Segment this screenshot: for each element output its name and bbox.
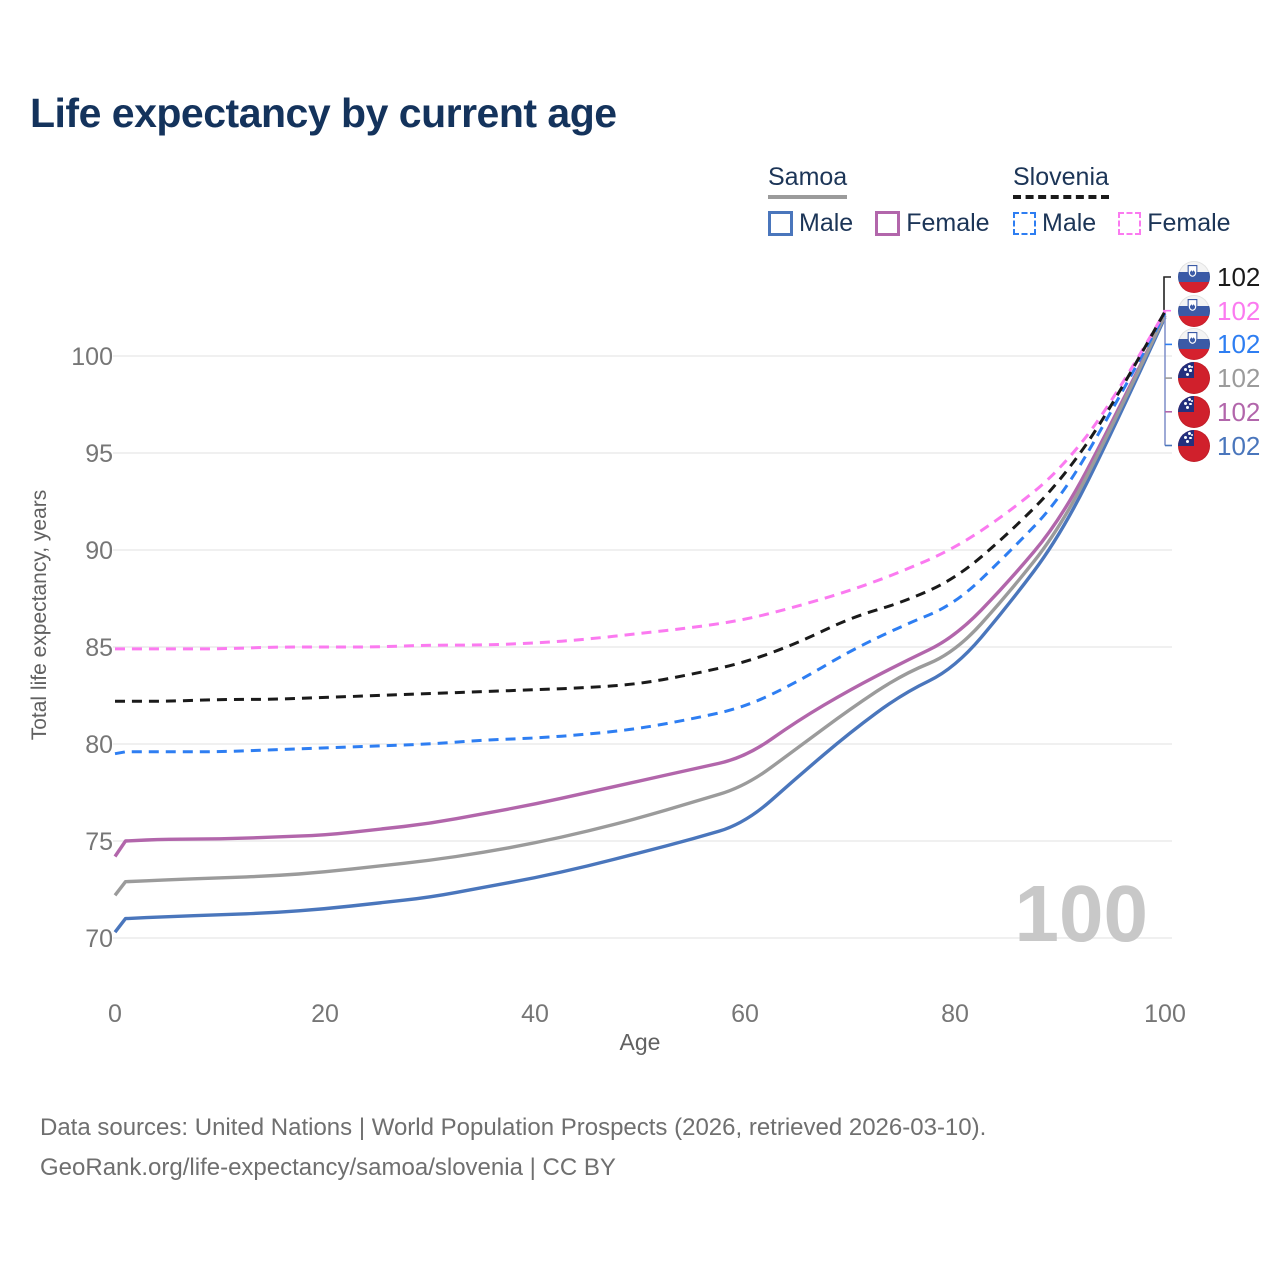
series-line-samoa-male[interactable] xyxy=(113,316,1167,934)
legend-swatch-slovenia-female[interactable] xyxy=(1118,212,1142,235)
x-tick-label: 60 xyxy=(731,1000,759,1028)
legend-group-samoa-title[interactable]: Samoa xyxy=(768,163,848,199)
y-tick-label: 95 xyxy=(85,440,113,468)
endpoint-label-row-slovenia: 102 xyxy=(1178,328,1261,361)
endpoint-value: 102 xyxy=(1217,329,1261,360)
endpoint-label-row-samoa: 102 xyxy=(1178,362,1261,395)
legend-label-samoa-female[interactable]: Female xyxy=(906,209,990,237)
series-line-slovenia-male[interactable] xyxy=(114,312,1167,756)
legend-items-samoa: Male Female xyxy=(768,209,1012,238)
slovenia-flag-icon xyxy=(1178,294,1210,327)
x-tick-label: 20 xyxy=(311,1000,339,1028)
endpoint-value: 102 xyxy=(1217,430,1261,461)
y-tick-label: 90 xyxy=(85,537,113,565)
legend-swatch-samoa-female[interactable] xyxy=(875,211,901,236)
endpoint-label-row-samoa: 102 xyxy=(1178,395,1261,428)
series-line-samoa-female[interactable] xyxy=(113,314,1167,858)
y-tick-label: 70 xyxy=(85,925,113,953)
footer-data-sources: Data sources: United Nations | World Pop… xyxy=(40,1114,987,1141)
y-tick-label: 80 xyxy=(85,731,113,759)
legend-label-slovenia-female[interactable]: Female xyxy=(1147,209,1231,237)
page-title: Life expectancy by current age xyxy=(30,90,617,136)
age-watermark: 100 xyxy=(1015,869,1148,958)
y-tick-label: 100 xyxy=(71,343,113,371)
endpoint-label-row-slovenia: 102 xyxy=(1178,261,1260,293)
legend-items-slovenia: Male Female xyxy=(1013,209,1253,238)
series-line-samoa-total[interactable] xyxy=(113,314,1167,897)
endpoint-value: 102 xyxy=(1217,295,1261,326)
endpoint-value: 102 xyxy=(1217,262,1261,292)
legend: Samoa Male Female Slovenia Male Female xyxy=(0,163,1280,238)
endpoint-value: 102 xyxy=(1217,396,1261,427)
samoa-flag-icon xyxy=(1178,395,1210,428)
x-tick-label: 100 xyxy=(1144,1000,1186,1028)
samoa-flag-icon xyxy=(1178,429,1210,462)
x-axis-title: Age xyxy=(620,1029,661,1055)
legend-swatch-slovenia-male[interactable] xyxy=(1013,212,1036,235)
endpoint-value: 102 xyxy=(1217,363,1261,394)
samoa-flag-icon xyxy=(1178,362,1210,395)
endpoint-label-row-slovenia: 102 xyxy=(1178,294,1261,327)
legend-group-slovenia: Slovenia Male Female xyxy=(1013,163,1253,238)
legend-label-samoa-male[interactable]: Male xyxy=(799,209,854,237)
leader-line xyxy=(1163,276,1171,311)
series-line-slovenia-female[interactable] xyxy=(115,310,1167,651)
x-tick-label: 80 xyxy=(941,1000,969,1028)
slovenia-flag-icon xyxy=(1178,328,1210,361)
y-tick-label: 85 xyxy=(85,634,113,662)
y-axis-title: Total life expectancy, years xyxy=(28,490,51,741)
footer-attribution: GeoRank.org/life-expectancy/samoa/sloven… xyxy=(40,1154,616,1181)
x-tick-label: 40 xyxy=(521,1000,549,1028)
endpoint-label-row-samoa: 102 xyxy=(1178,429,1261,462)
legend-group-slovenia-title[interactable]: Slovenia xyxy=(1013,163,1109,199)
y-tick-label: 75 xyxy=(85,828,113,856)
legend-group-samoa: Samoa Male Female xyxy=(768,163,1012,238)
series-line-slovenia-total[interactable] xyxy=(115,310,1167,703)
legend-swatch-samoa-male[interactable] xyxy=(768,211,793,236)
x-tick-label: 0 xyxy=(108,1000,122,1028)
slovenia-flag-icon xyxy=(1178,261,1210,293)
legend-label-slovenia-male[interactable]: Male xyxy=(1042,209,1097,237)
footer: Data sources: United Nations | World Pop… xyxy=(40,1108,986,1188)
